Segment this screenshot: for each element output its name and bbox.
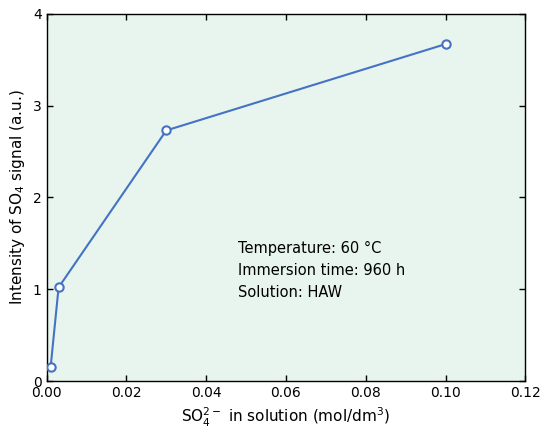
Y-axis label: Intensity of SO$_4$ signal (a.u.): Intensity of SO$_4$ signal (a.u.) bbox=[8, 90, 27, 305]
Text: Temperature: 60 °C
Immersion time: 960 h
Solution: HAW: Temperature: 60 °C Immersion time: 960 h… bbox=[238, 241, 405, 300]
X-axis label: SO$_4^{2-}$ in solution (mol/dm$^3$): SO$_4^{2-}$ in solution (mol/dm$^3$) bbox=[181, 406, 390, 429]
